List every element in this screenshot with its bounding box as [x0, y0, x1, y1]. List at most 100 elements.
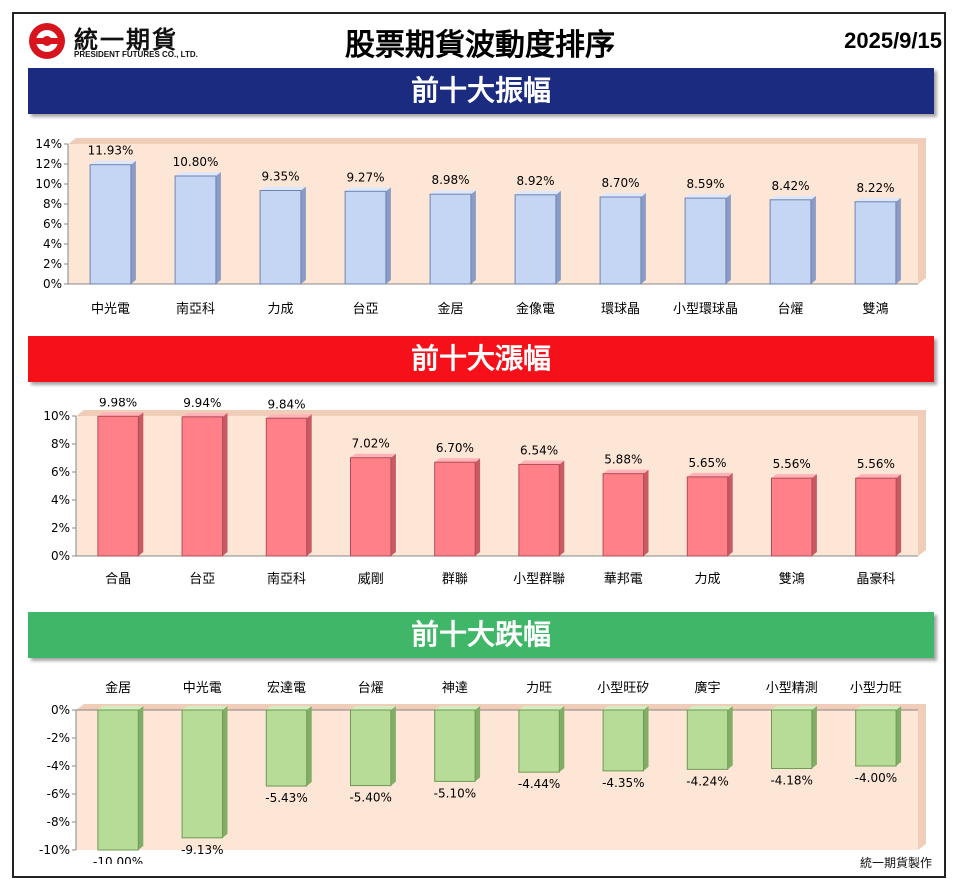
y-tick-label: 10%: [43, 409, 70, 423]
category-label: 台燿: [358, 681, 384, 696]
category-label: 台亞: [189, 572, 215, 587]
bar-top: [771, 474, 817, 479]
category-label: 南亞科: [176, 301, 215, 317]
bar-top: [345, 187, 391, 192]
y-tick-label: 0%: [43, 277, 62, 291]
category-label: 雙鴻: [779, 572, 805, 587]
category-label: 小型力旺: [850, 681, 902, 696]
bar: [89, 164, 132, 285]
y-tick-label: 6%: [51, 465, 70, 479]
data-label: 8.59%: [686, 177, 724, 191]
data-label: 6.54%: [520, 443, 558, 457]
category-label: 神達: [442, 681, 468, 696]
gainers-chart: 0% 2% 4% 6% 8% 10% 9.98% 合晶 9.94% 台亞 9.84% 南亞科 7.02%…: [43, 398, 926, 587]
data-label: 9.84%: [267, 398, 305, 411]
bar-top: [518, 460, 565, 465]
y-tick-label: 14%: [35, 137, 62, 151]
amplitude-chart: 0% 2% 4% 6% 8% 10% 12% 14% 11.93% 中光電 10.80% 南亞科 9.3…: [35, 137, 926, 317]
bar: [686, 476, 729, 557]
category-label: 群聯: [442, 572, 468, 587]
bar: [686, 709, 729, 770]
bar-top: [770, 195, 816, 200]
data-label: 8.92%: [516, 174, 554, 188]
data-label: 7.02%: [352, 437, 390, 451]
y-tick-label: 2%: [51, 521, 70, 535]
y-tick-label: 4%: [51, 493, 70, 507]
data-label: -9.13%: [181, 843, 223, 857]
page-title: 股票期貨波動度排序: [345, 28, 615, 63]
category-label: 環球晶: [601, 302, 640, 317]
bar-side: [130, 160, 136, 284]
bar-top: [771, 706, 817, 710]
y-tick-label: 0%: [51, 549, 70, 563]
bar-top: [855, 197, 901, 202]
bar-side: [222, 706, 228, 838]
bar-side: [896, 706, 902, 766]
bar: [349, 457, 392, 557]
category-label: 南亞科: [267, 571, 306, 587]
data-label: -4.18%: [770, 774, 812, 788]
bar: [259, 190, 302, 285]
data-label: 9.94%: [183, 398, 221, 410]
bar: [770, 709, 813, 770]
y-tick-label: 4%: [43, 237, 62, 251]
data-label: 5.56%: [857, 457, 895, 471]
bar-side: [385, 187, 391, 284]
bar: [434, 709, 476, 782]
y-tick-label: -8%: [47, 815, 70, 829]
bar: [181, 416, 224, 557]
bar-top: [603, 706, 649, 710]
bar-top: [518, 706, 565, 710]
bar-top: [430, 190, 476, 195]
credit-text: 統一期貨製作: [859, 856, 932, 870]
category-label: 台亞: [352, 302, 378, 317]
data-label: 6.70%: [436, 441, 474, 455]
category-label: 中光電: [183, 681, 222, 696]
bar-side: [475, 458, 481, 556]
bar-top: [97, 706, 144, 710]
category-label: 宏達電: [267, 681, 306, 696]
bar-side: [138, 412, 144, 556]
bar-side: [138, 706, 144, 850]
bar-side: [390, 706, 396, 786]
bar-top: [90, 160, 136, 165]
category-label: 力成: [694, 572, 720, 587]
data-label: 8.98%: [431, 173, 469, 187]
bar-side: [727, 706, 733, 770]
bar-top: [855, 706, 902, 710]
bar-top: [266, 706, 312, 710]
data-label: -5.43%: [265, 791, 307, 805]
bar-top: [266, 414, 312, 419]
category-label: 晶豪科: [856, 571, 895, 587]
category-label: 小型群聯: [513, 572, 565, 587]
bar-side: [810, 195, 816, 284]
bar-top: [434, 706, 481, 710]
bar: [349, 709, 392, 787]
y-tick-label: -4%: [47, 759, 70, 773]
category-label: 金居: [437, 301, 463, 317]
data-label: 5.56%: [773, 457, 811, 471]
data-label: 9.35%: [261, 170, 299, 184]
category-label: 華邦電: [604, 572, 643, 587]
bar: [854, 201, 897, 285]
bar-top: [687, 472, 733, 477]
category-label: 中光電: [91, 302, 130, 317]
losers-chart: 0% -2% -4% -6% -8% -10% -10.00% 金居 -9.13% 中光電 -5.4…: [39, 680, 926, 864]
category-label: 金像電: [516, 301, 555, 317]
category-label: 廣宇: [694, 681, 720, 696]
data-label: -5.10%: [434, 786, 476, 800]
bar-top: [260, 186, 306, 191]
bar: [434, 461, 476, 557]
company-logo: 統一期貨 PRESIDENT FUTURES CO., LTD.: [28, 20, 238, 64]
category-label: 威剛: [358, 572, 384, 587]
bar: [265, 417, 308, 557]
bar: [599, 196, 642, 285]
bar-top: [97, 412, 144, 417]
bar-side: [300, 186, 306, 284]
data-label: 8.42%: [771, 179, 809, 193]
category-label: 力旺: [526, 681, 552, 696]
bar-top: [182, 412, 228, 417]
bar: [518, 463, 560, 557]
bar-top: [350, 453, 396, 458]
bar: [855, 477, 897, 557]
